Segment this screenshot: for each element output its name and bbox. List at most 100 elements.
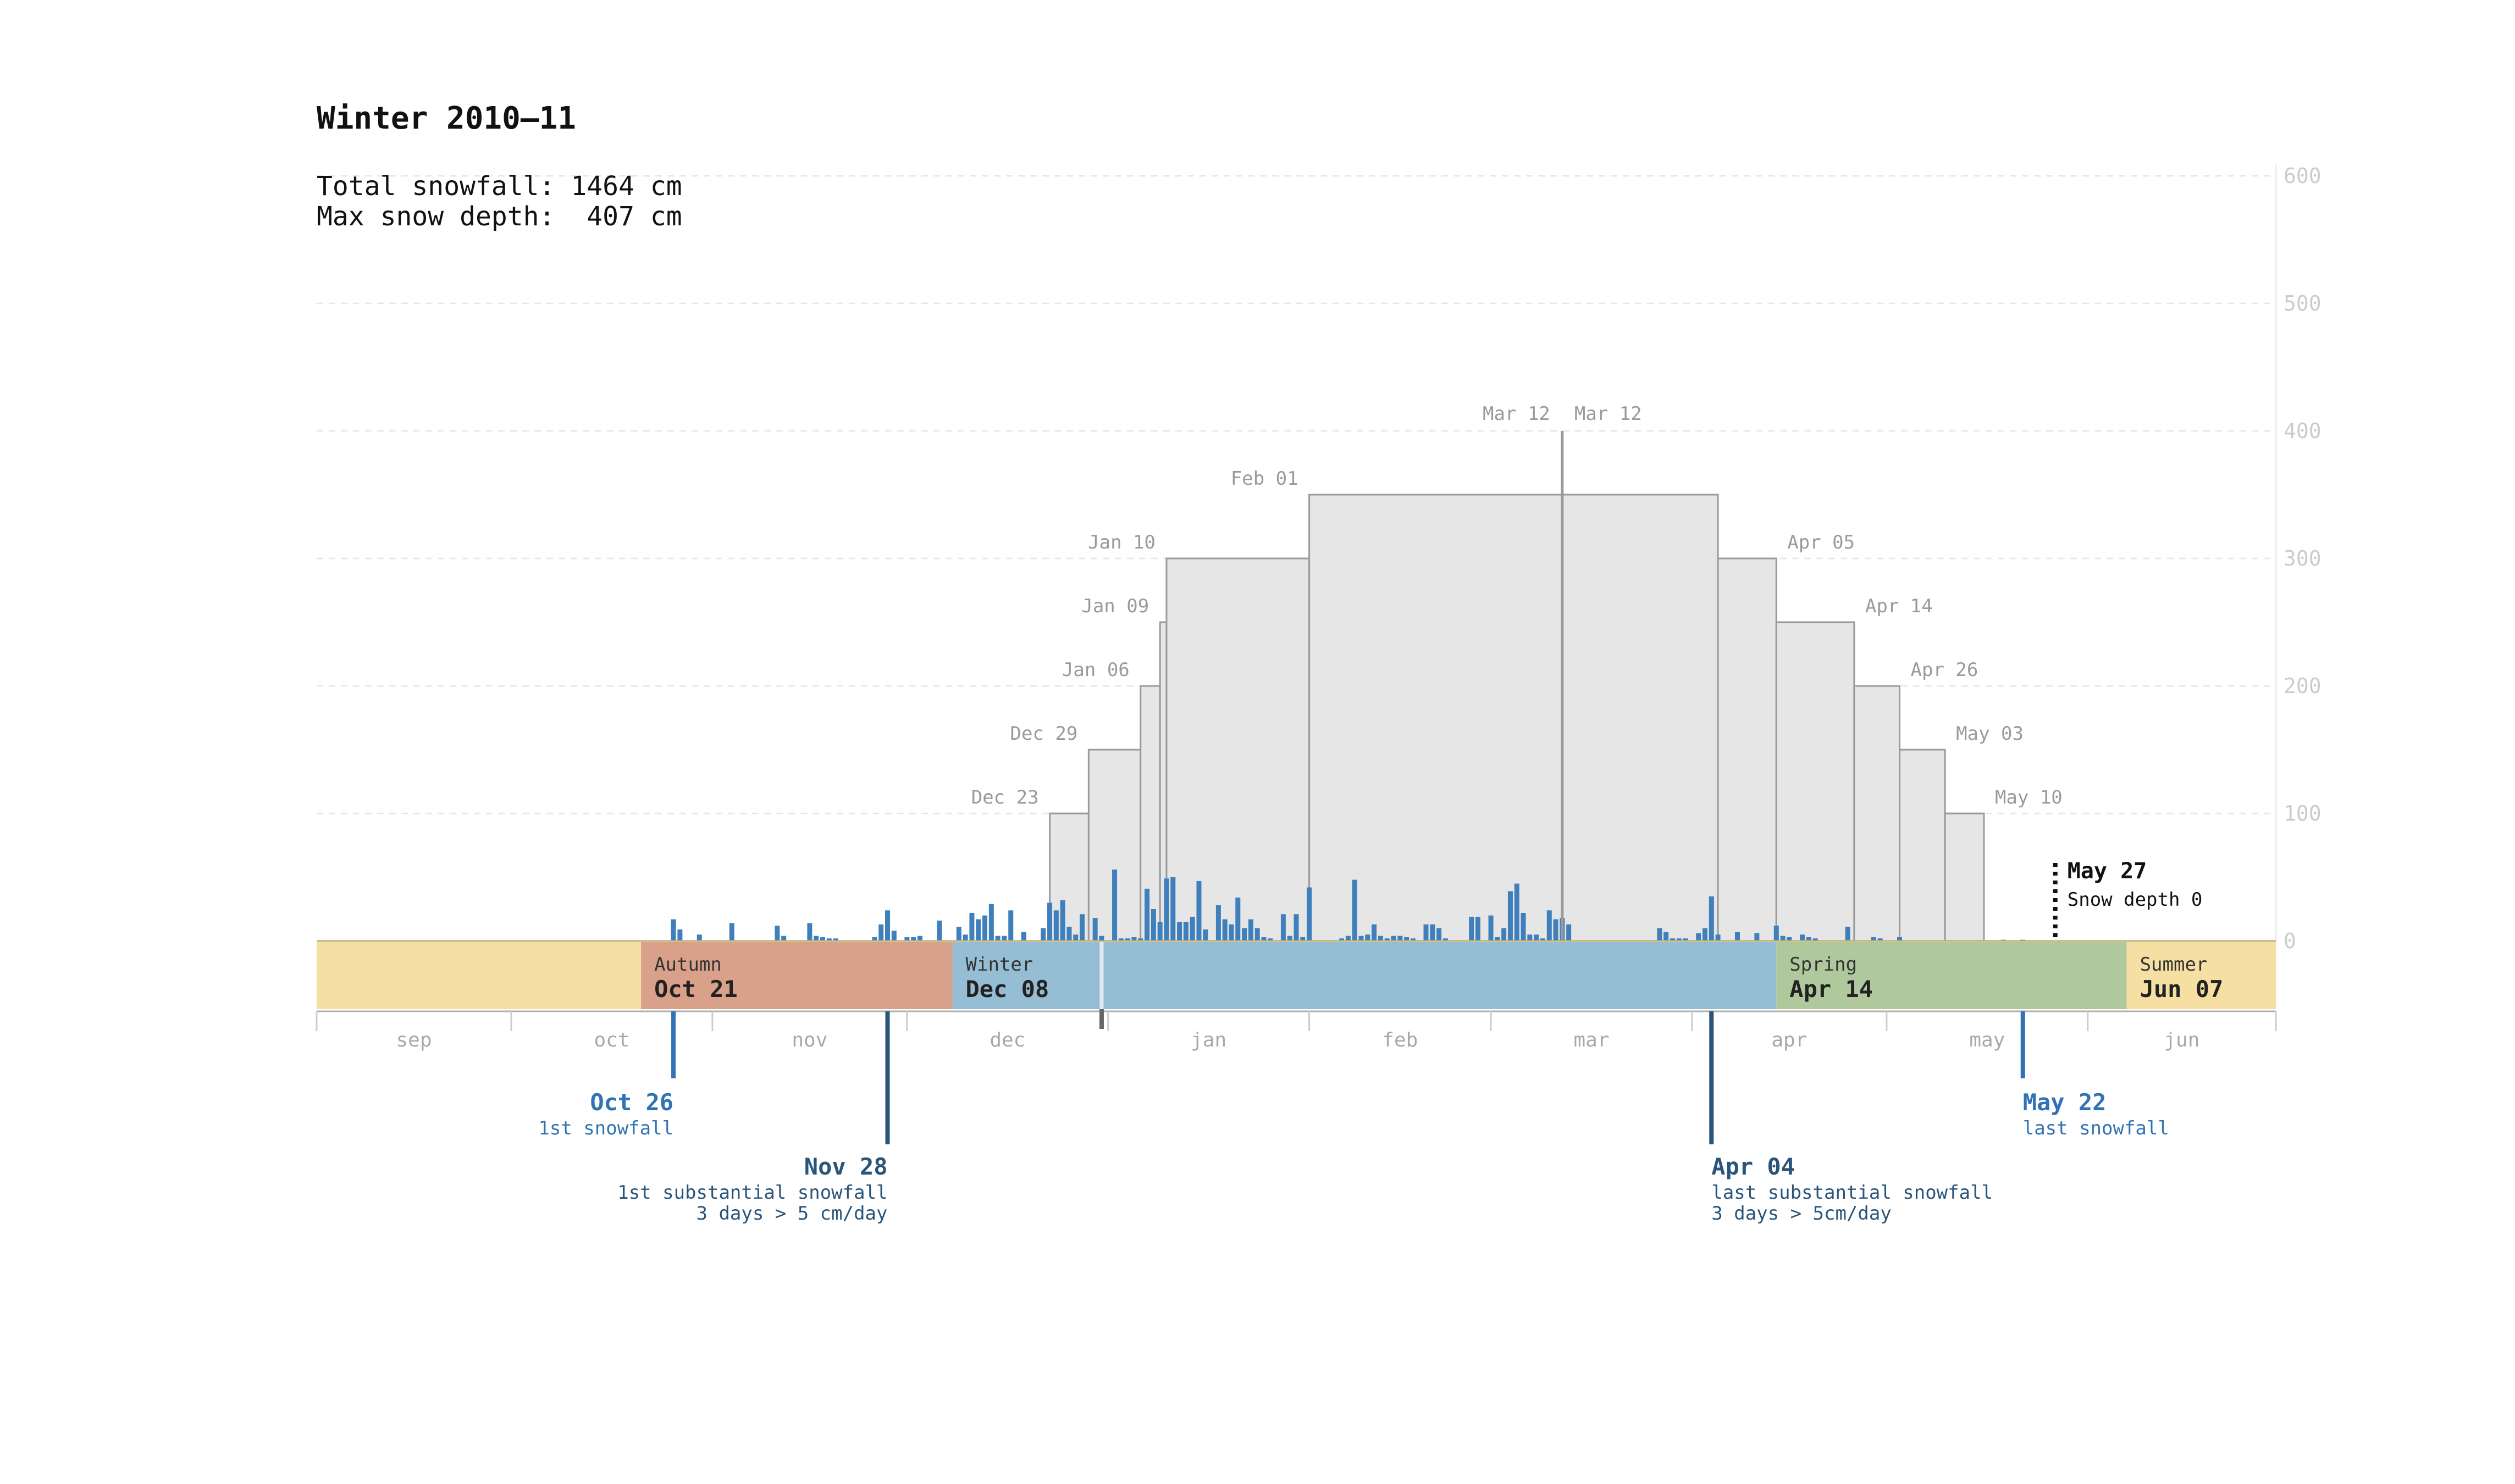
event-description: 1st substantial snowfall — [617, 1182, 887, 1204]
snowfall-bar — [814, 935, 819, 941]
depth-step — [1165, 557, 1311, 942]
snowfall-bar — [1112, 870, 1118, 941]
snowfall-bar — [671, 919, 676, 941]
snowfall-bar — [1164, 878, 1169, 941]
snowfall-bar — [1073, 934, 1079, 941]
depth-step — [1140, 685, 1161, 942]
snowfall-bar — [982, 915, 988, 941]
month-label: sep — [396, 1029, 432, 1051]
season-segment — [2126, 942, 2276, 1009]
snowfall-bar — [1488, 915, 1494, 941]
snowfall-bar — [1787, 937, 1792, 941]
snowfall-bar — [1683, 938, 1688, 941]
snowfall-bar — [1002, 935, 1007, 941]
month-label: jun — [2164, 1029, 2199, 1051]
depth-step — [1899, 749, 1946, 942]
snowfall-bar — [1229, 924, 1234, 941]
month-label: mar — [1573, 1029, 1609, 1051]
snowfall-bar — [1183, 922, 1189, 941]
depth-step-label: Feb 01 — [1231, 468, 1298, 490]
depth-step-label: Jan 10 — [1088, 531, 1156, 553]
month-label: oct — [594, 1029, 629, 1051]
snowfall-bar — [1345, 935, 1351, 941]
event-description: last snowfall — [2023, 1117, 2169, 1139]
depth-step — [1853, 685, 1901, 942]
snowfall-bar — [988, 904, 994, 941]
snowfall-bar — [1053, 910, 1059, 941]
season-date: Oct 21 — [654, 976, 738, 1003]
snowfall-bar — [1871, 937, 1876, 941]
snowfall-bar — [1190, 916, 1195, 941]
snowfall-bar — [1307, 887, 1312, 941]
snowfall-bar — [1041, 928, 1046, 941]
snowfall-bar — [1397, 935, 1403, 941]
snowfall-bar — [1812, 938, 1818, 941]
snowfall-bar — [1280, 914, 1286, 941]
depth-markers: Mar 12 Mar 12 May 27 Snow depth 0 — [1483, 403, 2202, 941]
chart-header: Winter 2010–11 Total snowfall: 1464 cm M… — [317, 101, 682, 232]
snowfall-bar — [1800, 934, 1805, 941]
event-date: Oct 26 — [590, 1089, 673, 1116]
snowfall-bar — [891, 931, 897, 941]
snowfall-bar — [1507, 891, 1513, 941]
snowfall-bar — [1125, 938, 1130, 941]
snowfall-bar — [781, 935, 787, 941]
snowfall-bar — [1092, 918, 1098, 941]
season-segment — [1776, 942, 2127, 1009]
snowfall-bar — [1702, 928, 1707, 941]
depth-step-label: Apr 26 — [1911, 659, 1978, 681]
snowfall-bar — [1151, 909, 1156, 941]
snowfall-bar — [1099, 935, 1104, 941]
snowfall-bar — [1469, 916, 1474, 941]
snowfall-bar — [1352, 879, 1357, 941]
snowfall-bar — [1157, 922, 1163, 941]
snowfall-bar — [1131, 937, 1137, 941]
snowfall-bar — [1514, 883, 1519, 941]
depth-step-label: Apr 14 — [1865, 595, 1933, 617]
snowfall-bar — [1527, 934, 1533, 941]
y-tick-label: 500 — [2284, 291, 2321, 315]
snowfall-bar — [1170, 877, 1176, 941]
snowfall-bar — [1138, 938, 1143, 941]
snowfall-bar — [1657, 928, 1662, 941]
y-tick-label: 200 — [2284, 674, 2321, 698]
snowfall-bar — [1709, 896, 1714, 941]
month-label: feb — [1382, 1029, 1418, 1051]
snowfall-bar — [1806, 937, 1811, 941]
snowfall-bar — [885, 910, 891, 941]
event-description: 3 days > 5 cm/day — [697, 1203, 888, 1225]
snowfall-bar — [1254, 928, 1260, 941]
snowfall-bar — [1546, 910, 1552, 941]
snowfall-bar — [1242, 928, 1247, 941]
depth-step — [1944, 812, 1985, 942]
snowfall-bar — [1203, 929, 1208, 941]
snowfall-bar — [976, 919, 981, 941]
snowfall-bar — [1196, 881, 1202, 941]
snowfall-bar — [1754, 933, 1760, 941]
snowfall-bar — [1060, 900, 1065, 941]
snowfall-bar — [729, 923, 734, 941]
snowfall-bar — [1501, 928, 1507, 941]
depth-step-label: Apr 05 — [1787, 531, 1855, 553]
season-name: Winter — [966, 954, 1033, 976]
snowfall-bar — [1261, 937, 1267, 941]
snowfall-bar — [1442, 938, 1448, 941]
snowfall-bar — [697, 934, 702, 941]
y-tick-label: 400 — [2284, 419, 2321, 443]
snowfall-bar — [1566, 924, 1572, 941]
month-label: dec — [990, 1029, 1025, 1051]
event-date: Nov 28 — [804, 1153, 888, 1180]
end-marker-date: May 27 — [2068, 859, 2147, 884]
snowfall-bar — [677, 929, 683, 941]
snowfall-bar — [826, 938, 832, 941]
snowfall-bar — [1287, 935, 1292, 941]
depth-step-label: Dec 23 — [971, 787, 1039, 809]
snowfall-bar — [1268, 938, 1273, 941]
snow-depth-steps: Dec 23 Dec 29 Jan 06 Jan 09 Jan 10 Feb 01 Apr … — [971, 468, 2063, 942]
snowfall-bar — [1877, 938, 1883, 941]
depth-step-label: Jan 06 — [1062, 659, 1130, 681]
depth-step-label: May 03 — [1956, 723, 2024, 745]
season-date: Jun 07 — [2140, 976, 2224, 1003]
depth-step-label: Jan 09 — [1081, 595, 1149, 617]
